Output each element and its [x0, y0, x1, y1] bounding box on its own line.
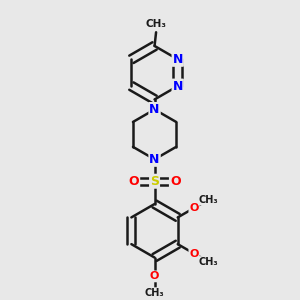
- Text: O: O: [129, 175, 139, 188]
- Text: CH₃: CH₃: [199, 257, 218, 267]
- Text: CH₃: CH₃: [146, 19, 167, 29]
- Text: CH₃: CH₃: [145, 288, 164, 298]
- Text: N: N: [149, 103, 160, 116]
- Text: O: O: [170, 175, 181, 188]
- Text: CH₃: CH₃: [199, 195, 218, 205]
- Text: N: N: [172, 80, 183, 93]
- Text: O: O: [150, 272, 159, 281]
- Text: O: O: [189, 203, 199, 213]
- Text: S: S: [150, 175, 159, 188]
- Text: N: N: [149, 153, 160, 166]
- Text: O: O: [189, 249, 199, 259]
- Text: N: N: [172, 53, 183, 66]
